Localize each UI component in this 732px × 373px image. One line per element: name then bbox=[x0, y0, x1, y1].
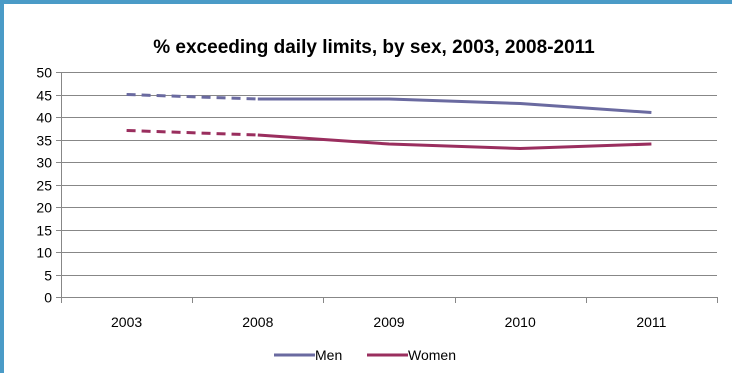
x-tick-label: 2010 bbox=[505, 314, 536, 330]
y-tick-label: 20 bbox=[36, 200, 52, 216]
x-tick-label: 2008 bbox=[242, 314, 273, 330]
y-tick-label: 0 bbox=[44, 290, 52, 306]
y-tick-label: 50 bbox=[36, 65, 52, 81]
legend-label-men: Men bbox=[315, 347, 342, 363]
y-tick-label: 35 bbox=[36, 133, 52, 149]
y-axis-ticks: 0 5 10 15 20 25 30 35 40 45 50 bbox=[36, 65, 52, 306]
chart-title: % exceeding daily limits, by sex, 2003, … bbox=[153, 37, 595, 58]
y-tick-label: 5 bbox=[44, 268, 52, 284]
x-tick-label: 2009 bbox=[373, 314, 404, 330]
series-line-men-dashed bbox=[126, 93, 258, 101]
y-tick-label: 10 bbox=[36, 245, 52, 261]
x-tick-label: 2003 bbox=[111, 314, 142, 330]
x-tick-label: 2011 bbox=[636, 314, 666, 330]
legend-label-women: Women bbox=[408, 347, 456, 363]
y-tick-label: 40 bbox=[36, 110, 52, 126]
y-tick-label: 15 bbox=[36, 223, 52, 239]
x-axis-ticks: 2003 2008 2009 2010 2011 bbox=[61, 297, 718, 330]
series-line-women-dashed bbox=[126, 129, 258, 137]
y-tick-label: 30 bbox=[36, 155, 52, 171]
series-lines bbox=[126, 93, 652, 150]
legend: Men Women bbox=[274, 347, 456, 363]
series-line-men bbox=[257, 97, 652, 114]
y-tick-label: 45 bbox=[36, 88, 52, 104]
grid-lines bbox=[56, 72, 717, 298]
y-tick-label: 25 bbox=[36, 178, 52, 194]
series-line-women bbox=[257, 133, 652, 150]
